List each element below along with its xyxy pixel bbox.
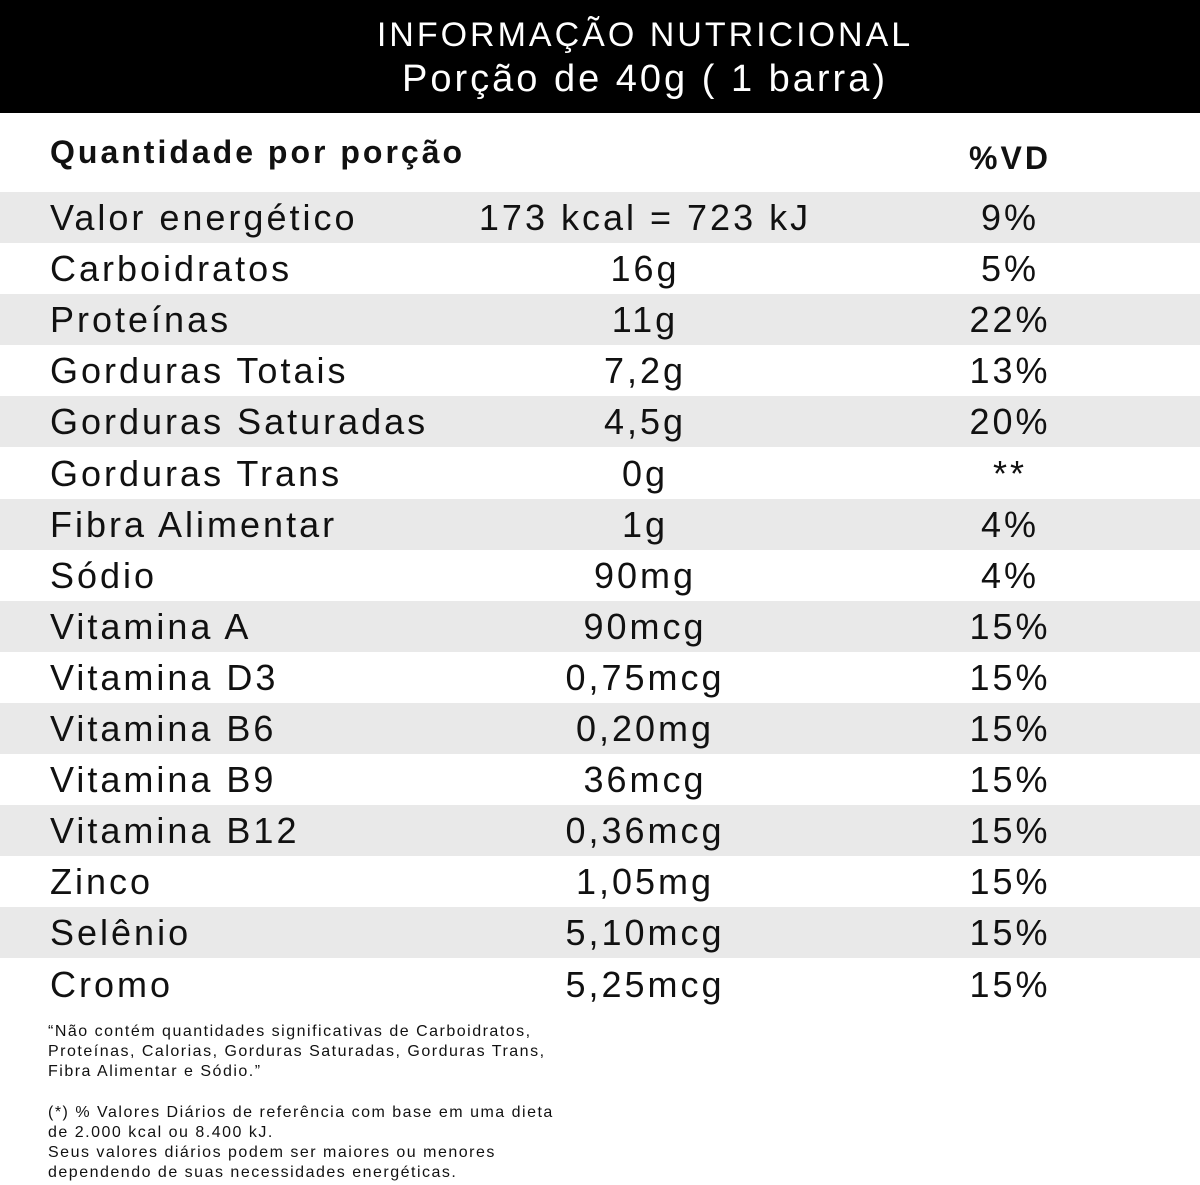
nutrient-name: Vitamina D3 [50,656,279,698]
table-row: Fibra Alimentar 1g 4% [0,498,1200,550]
amount: 173 kcal = 723 kJ [478,197,812,238]
table-row: Proteínas 11g 22% [0,294,1200,346]
table-row: Sódio 90mg 4% [0,550,1200,601]
daily-value: 15% [969,963,1051,1005]
daily-value: 22% [969,299,1051,341]
table-row: Cromo 5,25mcg 15% [0,959,1200,1010]
nutrient-name: Vitamina A [50,605,252,647]
nutrient-name: Proteínas [50,299,232,341]
nutrient-name: Valor energético [50,197,358,238]
nutrient-name: Sódio [50,554,158,596]
amount: 0,75mcg [565,656,725,698]
table-row: Vitamina D3 0,75mcg 15% [0,652,1200,703]
amount: 90mg [593,554,697,596]
daily-value: 15% [969,605,1051,647]
table-row: Vitamina B9 36mcg 15% [0,754,1200,805]
nutrient-name: Cromo [50,963,174,1005]
daily-value: 13% [969,350,1051,392]
daily-value: 15% [969,861,1051,903]
footnote-line: dependendo de suas necessidades energéti… [48,1164,458,1181]
footnote-line: de 2.000 kcal ou 8.400 kJ. [48,1124,274,1141]
title: INFORMAÇÃO NUTRICIONAL [376,16,914,54]
nutrient-name: Fibra Alimentar [50,503,338,545]
footnote: “Não contém quantidades significativas d… [48,1022,546,1082]
table-row: Valor energético 173 kcal = 723 kJ 9% [0,192,1200,243]
amount: 0g [621,452,669,494]
table-row: Gorduras Totais 7,2g 13% [0,345,1200,396]
nutrient-name: Gorduras Totais [50,350,349,392]
daily-value: 15% [969,759,1051,801]
table-row: Gorduras Saturadas 4,5g 20% [0,396,1200,448]
amount: 90mcg [583,605,707,647]
table-row: Gorduras Trans 0g ** [0,448,1200,499]
amount: 5,10mcg [565,912,725,954]
amount: 7,2g [603,350,687,392]
daily-value: 15% [969,656,1051,698]
nutrient-name: Vitamina B6 [50,708,277,749]
daily-value: 20% [969,401,1051,443]
nutrient-name: Gorduras Saturadas [50,401,429,443]
amount: 16g [610,248,680,290]
subtitle: Porção de 40g ( 1 barra) [401,58,888,100]
amount: 4,5g [603,401,687,443]
amount: 1,05mg [575,861,715,903]
nutrient-name: Gorduras Trans [50,452,343,494]
nutrient-name: Carboidratos [50,248,293,290]
footnote-line: (*) % Valores Diários de referência com … [48,1104,554,1121]
daily-value: 15% [969,708,1051,749]
column-header: %VD [969,140,1051,176]
table-row: Vitamina A 90mcg 15% [0,600,1200,652]
table-row: Selênio 5,10mcg 15% [0,907,1200,959]
footnote: (*) % Valores Diários de referência com … [48,1103,554,1183]
daily-value: 4% [980,503,1040,545]
column-header: Quantidade por porção [50,134,466,170]
amount: 36mcg [583,759,707,801]
footnote-line: Fibra Alimentar e Sódio.” [48,1063,262,1080]
header: INFORMAÇÃO NUTRICIONAL Porção de 40g ( 1… [0,0,1200,113]
daily-value: ** [992,452,1028,494]
daily-value: 15% [969,810,1051,852]
daily-value: 15% [969,912,1051,954]
amount: 5,25mcg [565,963,725,1005]
nutrient-name: Selênio [50,912,192,954]
daily-value: 4% [980,554,1040,596]
footnote-line: “Não contém quantidades significativas d… [48,1023,532,1040]
table-row: Vitamina B12 0,36mcg 15% [0,805,1200,857]
amount: 1g [621,503,669,545]
footnote-line: Proteínas, Calorias, Gorduras Saturadas,… [48,1043,546,1060]
table-row: Zinco 1,05mg 15% [0,856,1200,907]
amount: 0,20mg [575,708,715,749]
daily-value: 5% [980,248,1040,290]
nutrient-name: Vitamina B12 [50,810,300,852]
amount: 0,36mcg [565,810,725,852]
amount: 11g [611,299,679,341]
table-row: Vitamina B6 0,20mg 15% [0,703,1200,754]
footnote-line: Seus valores diários podem ser maiores o… [48,1144,496,1161]
nutrient-name: Vitamina B9 [50,759,277,801]
table-row: Carboidratos 16g 5% [0,243,1200,294]
nutrient-name: Zinco [50,861,154,903]
daily-value: 9% [980,197,1040,238]
